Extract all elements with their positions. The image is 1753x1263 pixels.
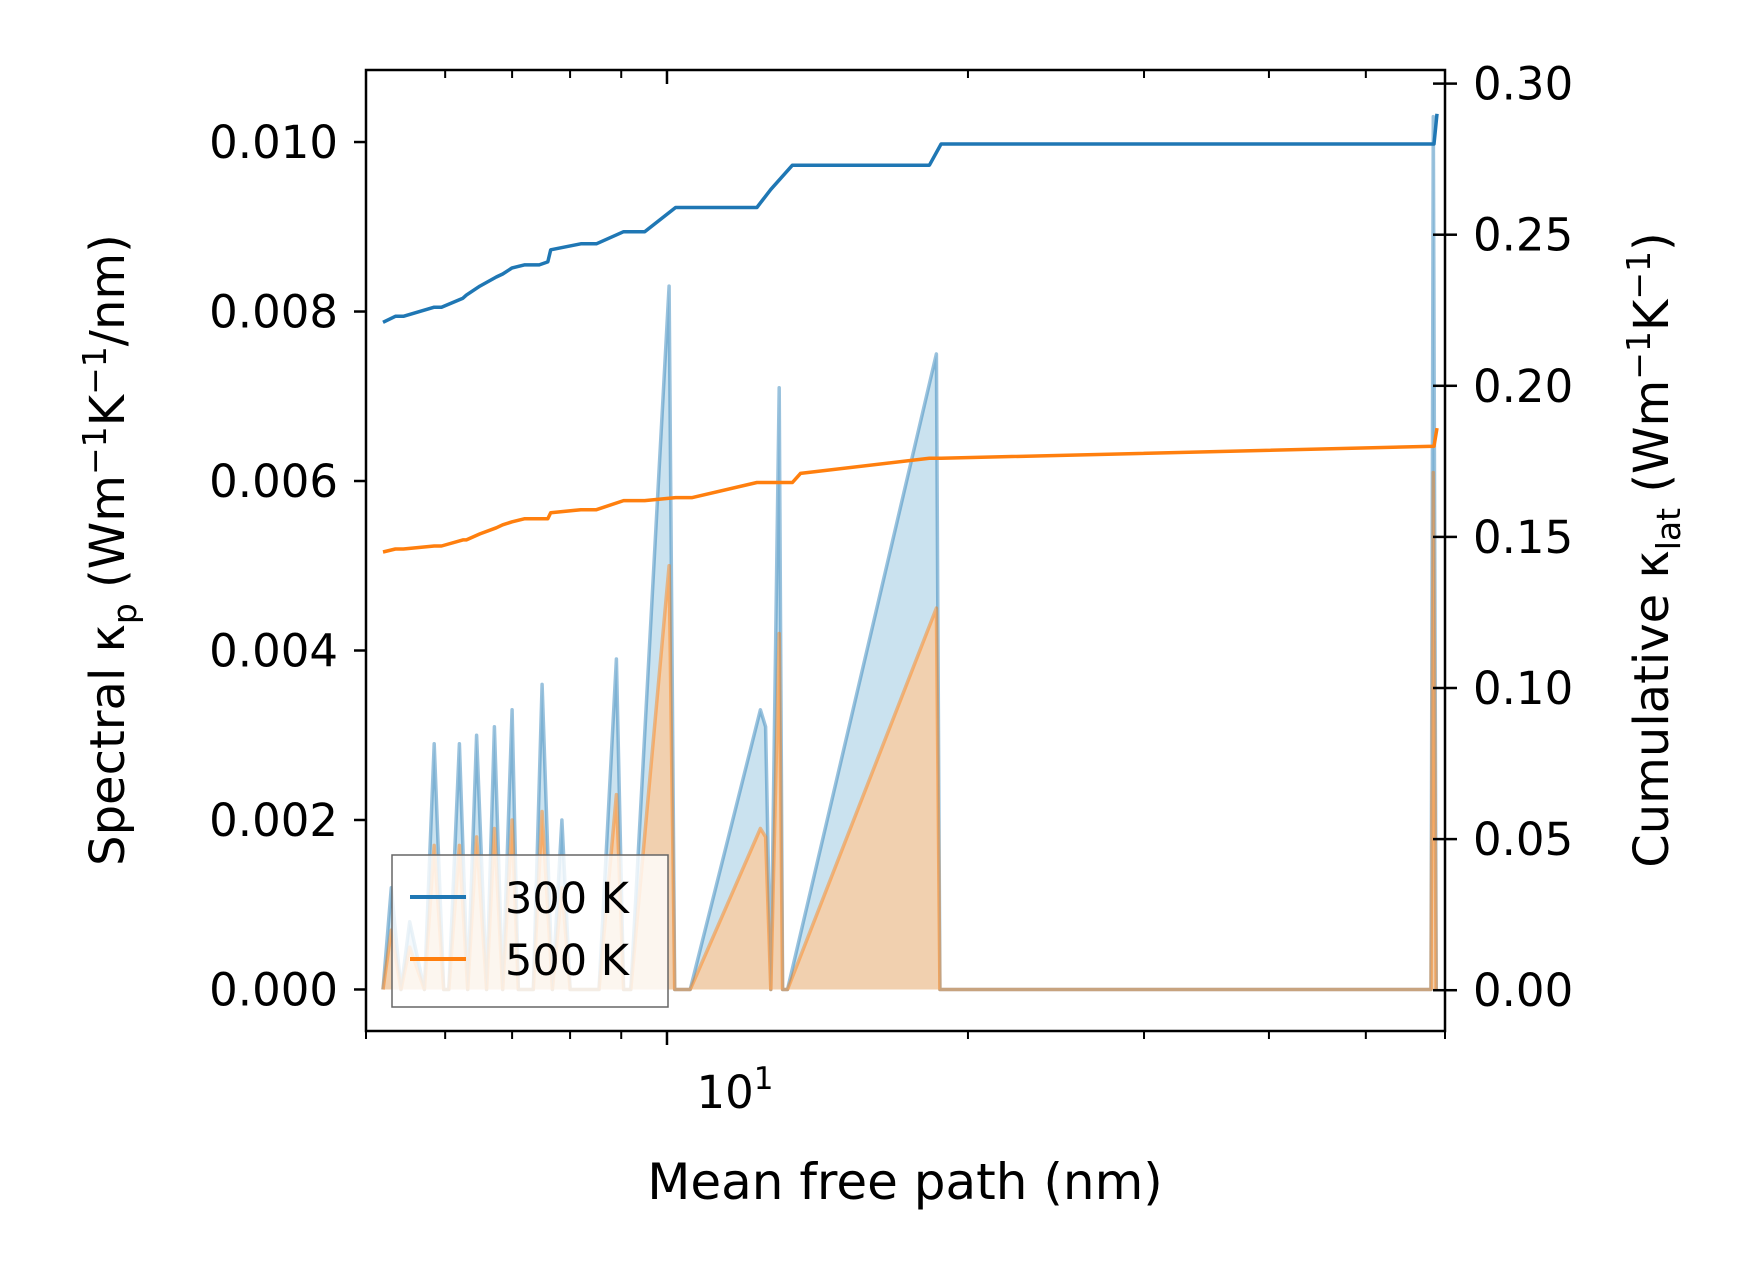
cumulative-line-300k (382, 113, 1439, 324)
right-tick-label-5: 0.25 (1473, 209, 1573, 262)
left-label-sub: p (105, 603, 144, 624)
x-axis-label: Mean free path (nm) (647, 1153, 1163, 1211)
right-label-unit-a: (Wm (1624, 380, 1680, 508)
left-axis-label: Spectral κp (Wm−1K−1/nm) (75, 234, 144, 866)
plot-frame (364, 68, 1447, 1033)
right-tick-label-6: 0.30 (1473, 58, 1573, 111)
x-tick-label-10: 101 (697, 1061, 774, 1119)
right-label-sup-b: −1 (1619, 251, 1658, 300)
right-tick-label-3: 0.15 (1473, 511, 1573, 564)
left-tick-label-1: 0.002 (209, 794, 338, 847)
right-axis-label: Cumulative κlat (Wm−1K−1) (1619, 232, 1688, 868)
right-label-unit-b: K (1624, 298, 1680, 331)
right-tick-label-2: 0.10 (1473, 662, 1573, 715)
legend: 300 K 500 K (391, 854, 669, 1008)
left-label-sup-b: −1 (75, 346, 114, 395)
right-tick-label-0: 0.00 (1473, 964, 1573, 1017)
left-tick-label-5: 0.010 (209, 116, 338, 169)
right-label-kappa: Cumulative κ (1624, 550, 1680, 868)
left-label-unit-a: (Wm (80, 475, 136, 603)
cumulative-line-500k (382, 427, 1439, 554)
right-tick-label-4: 0.20 (1473, 360, 1573, 413)
right-tick-label-1: 0.05 (1473, 813, 1573, 866)
left-label-unit-b: K (80, 393, 136, 426)
left-tick-label-4: 0.008 (209, 286, 338, 339)
x-tick-label-exponent: 1 (754, 1061, 774, 1097)
legend-label-300k: 300 K (505, 874, 631, 924)
left-tick-label-0: 0.000 (209, 963, 338, 1016)
cumulative-layer (382, 113, 1439, 554)
left-label-unit-c: /nm) (80, 234, 136, 346)
left-tick-label-3: 0.006 (209, 455, 338, 508)
spectral-fill-300k (383, 116, 1437, 990)
ticks-layer: 0.000 0.002 0.004 0.006 0.008 0.010 0.00 0.05 0.… (209, 58, 1573, 1045)
left-label-kappa: Spectral κ (80, 624, 136, 866)
legend-frame (391, 854, 669, 1008)
right-label-sup-a: −1 (1619, 331, 1658, 380)
right-label-sub: lat (1649, 508, 1688, 550)
x-tick-label-base: 10 (697, 1066, 754, 1119)
left-label-sup-a: −1 (75, 426, 114, 475)
right-label-unit-c: ) (1624, 232, 1680, 251)
legend-label-500k: 500 K (505, 936, 631, 986)
left-tick-label-2: 0.004 (209, 624, 338, 677)
